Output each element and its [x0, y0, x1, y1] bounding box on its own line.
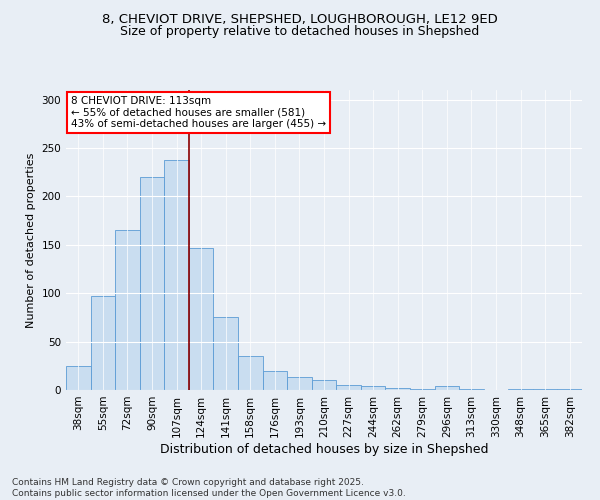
Bar: [66, 366, 91, 390]
Bar: [410, 389, 434, 390]
Bar: [263, 370, 287, 390]
Bar: [385, 388, 410, 390]
Bar: [508, 389, 533, 390]
Bar: [459, 389, 484, 390]
X-axis label: Distribution of detached houses by size in Shepshed: Distribution of detached houses by size …: [160, 442, 488, 456]
Text: 8, CHEVIOT DRIVE, SHEPSHED, LOUGHBOROUGH, LE12 9ED: 8, CHEVIOT DRIVE, SHEPSHED, LOUGHBOROUGH…: [102, 12, 498, 26]
Bar: [214, 318, 238, 390]
Bar: [115, 230, 140, 390]
Bar: [189, 248, 214, 390]
Bar: [533, 389, 557, 390]
Bar: [434, 386, 459, 390]
Y-axis label: Number of detached properties: Number of detached properties: [26, 152, 36, 328]
Text: 8 CHEVIOT DRIVE: 113sqm
← 55% of detached houses are smaller (581)
43% of semi-d: 8 CHEVIOT DRIVE: 113sqm ← 55% of detache…: [71, 96, 326, 129]
Bar: [287, 378, 312, 390]
Text: Size of property relative to detached houses in Shepshed: Size of property relative to detached ho…: [121, 25, 479, 38]
Bar: [336, 385, 361, 390]
Bar: [164, 160, 189, 390]
Bar: [557, 389, 582, 390]
Bar: [140, 177, 164, 390]
Bar: [91, 296, 115, 390]
Bar: [238, 356, 263, 390]
Bar: [361, 386, 385, 390]
Bar: [312, 380, 336, 390]
Text: Contains HM Land Registry data © Crown copyright and database right 2025.
Contai: Contains HM Land Registry data © Crown c…: [12, 478, 406, 498]
